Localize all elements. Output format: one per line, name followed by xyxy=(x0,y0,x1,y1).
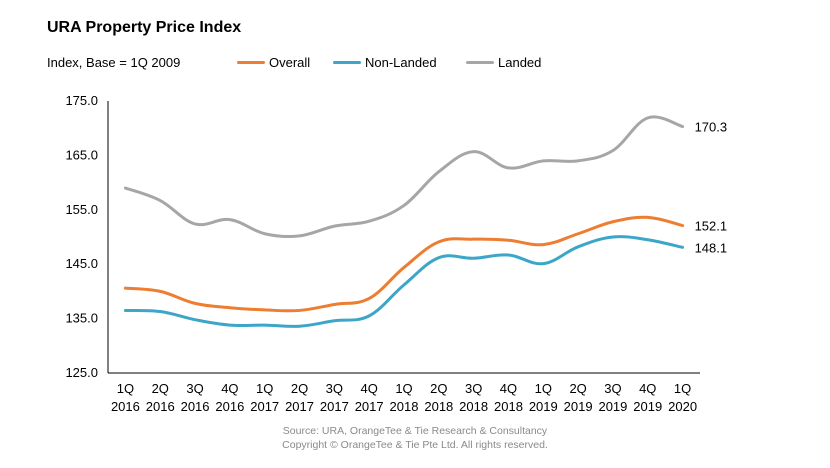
x-tick-label-quarter: 1Q xyxy=(117,381,134,396)
x-tick-label-year: 2019 xyxy=(598,399,627,414)
legend-item-non-landed: Non-Landed xyxy=(333,55,437,70)
x-tick-label-quarter: 2Q xyxy=(291,381,308,396)
copyright-note: Copyright © OrangeTee & Tie Pte Ltd. All… xyxy=(282,439,548,451)
y-tick-label: 165.0 xyxy=(65,147,98,162)
x-tick-label-year: 2019 xyxy=(529,399,558,414)
x-tick-label-year: 2019 xyxy=(633,399,662,414)
legend-label-non-landed: Non-Landed xyxy=(365,55,437,70)
y-tick-label: 155.0 xyxy=(65,202,98,217)
chart-subtitle: Index, Base = 1Q 2009 xyxy=(47,55,181,70)
x-tick-label-quarter: 1Q xyxy=(256,381,273,396)
legend-label-overall: Overall xyxy=(269,55,311,70)
end-label-landed: 170.3 xyxy=(695,120,728,135)
legend-swatch-landed xyxy=(466,61,494,64)
x-tick-label-year: 2019 xyxy=(564,399,593,414)
x-tick-label-year: 2016 xyxy=(146,399,175,414)
x-tick-label-year: 2020 xyxy=(668,399,697,414)
x-tick-label-year: 2018 xyxy=(459,399,488,414)
x-tick-label-quarter: 4Q xyxy=(221,381,238,396)
series-line-non-landed xyxy=(123,235,685,328)
x-tick-label-year: 2018 xyxy=(390,399,419,414)
x-tick-label-year: 2017 xyxy=(250,399,279,414)
y-tick-label: 135.0 xyxy=(65,311,98,326)
y-tick-label: 125.0 xyxy=(65,365,98,380)
x-tick-label-quarter: 4Q xyxy=(361,381,378,396)
legend-label-landed: Landed xyxy=(498,55,542,70)
legend-item-overall: Overall xyxy=(237,55,310,70)
legend-item-landed: Landed xyxy=(466,55,541,70)
x-tick-label-quarter: 3Q xyxy=(604,381,621,396)
x-tick-label-year: 2017 xyxy=(285,399,314,414)
series-line-landed xyxy=(123,115,685,239)
x-tick-label-quarter: 4Q xyxy=(500,381,517,396)
x-tick-label-quarter: 1Q xyxy=(535,381,552,396)
x-tick-label-quarter: 2Q xyxy=(430,381,447,396)
x-tick-label-quarter: 3Q xyxy=(465,381,482,396)
x-tick-label-year: 2017 xyxy=(355,399,384,414)
x-tick-label-quarter: 1Q xyxy=(674,381,691,396)
x-tick-label-year: 2018 xyxy=(494,399,523,414)
legend-swatch-overall xyxy=(237,61,265,64)
x-tick-label-year: 2017 xyxy=(320,399,349,414)
series-line-overall xyxy=(123,215,685,313)
x-tick-label-year: 2016 xyxy=(215,399,244,414)
end-label-overall: 152.1 xyxy=(695,219,728,234)
x-tick-label-quarter: 2Q xyxy=(152,381,169,396)
x-tick-label-quarter: 1Q xyxy=(395,381,412,396)
y-tick-label: 175.0 xyxy=(65,93,98,108)
x-tick-label-quarter: 2Q xyxy=(569,381,586,396)
x-tick-label-quarter: 3Q xyxy=(326,381,343,396)
x-tick-label-year: 2018 xyxy=(424,399,453,414)
x-tick-label-year: 2016 xyxy=(181,399,210,414)
y-tick-label: 145.0 xyxy=(65,256,98,271)
chart-title: URA Property Price Index xyxy=(47,19,242,36)
x-tick-label-year: 2016 xyxy=(111,399,140,414)
x-tick-label-quarter: 3Q xyxy=(186,381,203,396)
end-label-non-landed: 148.1 xyxy=(695,240,728,255)
x-tick-label-quarter: 4Q xyxy=(639,381,656,396)
source-note: Source: URA, OrangeTee & Tie Research & … xyxy=(282,425,548,437)
legend-swatch-non-landed xyxy=(333,61,361,64)
